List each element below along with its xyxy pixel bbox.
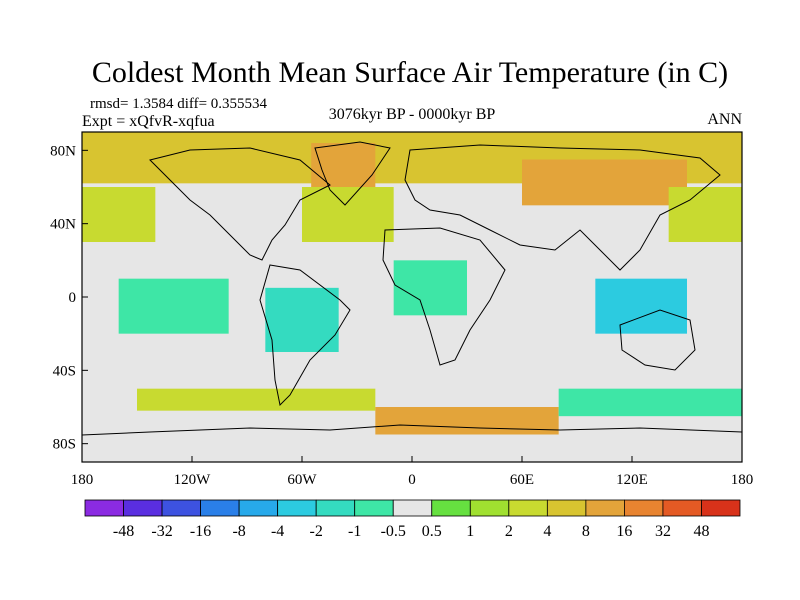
region-south-america-cooling (265, 287, 339, 352)
x-axis: 180 120W 60W 0 60E 120E 180 (71, 456, 754, 488)
colorbar-label: 0.5 (422, 523, 442, 540)
colorbar-swatch (238, 499, 279, 517)
period-label: 3076kyr BP - 0000kyr BP (329, 106, 496, 123)
x-tick-label: 60E (510, 472, 534, 488)
colorbar-swatch (277, 499, 317, 517)
y-tick-label: 40N (50, 217, 76, 233)
region-indonesia-cooling (595, 278, 687, 334)
coastline-greenland (314, 141, 391, 206)
region-tropical-pacific-cooling (118, 278, 229, 334)
season-label: ANN (707, 111, 742, 128)
coastline-north-america (149, 147, 331, 261)
colorbar-swatch (546, 499, 587, 517)
colorbar-label: 32 (655, 523, 671, 540)
region-north-atlantic-warming (302, 187, 394, 242)
colorbar-label: 8 (582, 523, 590, 540)
colorbar-swatch (354, 499, 394, 517)
region-southern-ocean-warming (137, 388, 376, 411)
region-antarctic-margin-warming (375, 407, 559, 435)
x-tick-label: 120E (616, 472, 648, 488)
colorbar-label: 2 (505, 523, 513, 540)
x-tick-label: 180 (71, 472, 94, 488)
colorbar-swatch (508, 499, 548, 517)
region-north-pacific-warming (82, 187, 156, 242)
colorbar-swatch (662, 499, 702, 517)
colorbar-label: 4 (543, 523, 551, 540)
coastline-africa (382, 227, 506, 366)
coastline-australia (619, 309, 696, 371)
colorbar-swatch (624, 499, 664, 517)
colorbar-label: -8 (232, 523, 245, 540)
chart-title: Coldest Month Mean Surface Air Temperatu… (92, 56, 728, 89)
colorbar-swatch (84, 499, 124, 517)
colorbar-label: -48 (113, 523, 134, 540)
colorbar-label: 16 (616, 523, 632, 540)
colorbar-label: -0.5 (381, 523, 406, 540)
colorbar-swatch (200, 499, 240, 517)
region-southern-ocean-cooling (558, 388, 742, 417)
x-tick-label: 0 (408, 472, 416, 488)
colorbar-label: -1 (348, 523, 361, 540)
region-africa-cooling (393, 260, 467, 316)
x-tick-label: 60W (287, 472, 317, 488)
expt-line: Expt = xQfvR-xqfua (82, 113, 215, 130)
coastline-south-america (259, 264, 351, 407)
y-tick-label: 80N (50, 143, 76, 159)
x-tick-label: 120W (174, 472, 212, 488)
region-siberia-warming (522, 159, 687, 206)
stats-line: rmsd= 1.3584 diff= 0.355534 (90, 96, 268, 112)
colorbar-label: -2 (310, 523, 323, 540)
colorbar-swatch (431, 499, 471, 517)
y-tick-label: 0 (69, 290, 77, 306)
colorbar-label: 48 (693, 523, 709, 540)
colorbar-label: -4 (271, 523, 284, 540)
colorbar-swatch (392, 499, 433, 517)
y-tick-label: 80S (53, 437, 76, 453)
coastline-eurasia (404, 144, 721, 271)
colorbar-swatch (123, 499, 163, 517)
coastlines (82, 141, 742, 436)
colorbar-label: -16 (190, 523, 211, 540)
colorbar-swatch (315, 499, 356, 517)
colorbar-swatch (469, 499, 510, 517)
colorbar-swatch (585, 499, 625, 517)
x-tick-label: 180 (731, 472, 754, 488)
colorbar-swatch (161, 499, 201, 517)
region-north-pacific-warming (668, 187, 742, 242)
region-greenland-warming (311, 143, 376, 187)
colorbar-label: -32 (151, 523, 172, 540)
map-plot (82, 132, 742, 462)
coastline-antarctica (82, 424, 742, 436)
colorbar: -48 -32 -16 -8 -4 -2 -1 -0.5 0.5 1 2 4 8 16 32 48 (84, 499, 741, 540)
colorbar-label: 1 (466, 523, 474, 540)
y-axis: 80N 40N 0 40S 80S (50, 143, 88, 453)
y-tick-label: 40S (53, 363, 76, 379)
colorbar-swatch (701, 499, 741, 517)
